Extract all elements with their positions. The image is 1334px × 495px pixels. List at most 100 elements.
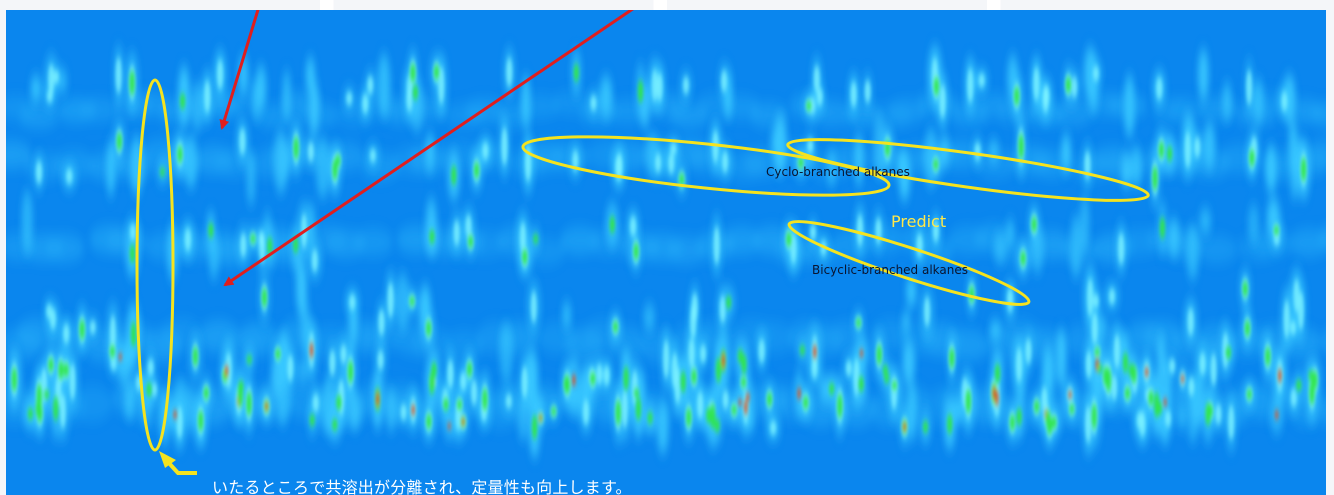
- chromatogram-peak: [995, 390, 999, 406]
- chromatogram-peak: [1253, 78, 1264, 124]
- chromatogram-peak: [410, 63, 416, 83]
- chromatogram-peak: [11, 367, 17, 392]
- chromatogram-peak: [239, 128, 246, 155]
- chromatogram-peak: [1083, 46, 1097, 102]
- chromatogram-peak: [377, 53, 391, 118]
- chromatogram-peak: [770, 421, 777, 435]
- chromatogram-peak: [845, 360, 852, 376]
- chromatogram-peak: [426, 320, 432, 337]
- chromatogram-peak: [124, 382, 135, 420]
- chromatogram-peak: [1265, 144, 1277, 193]
- chromatogram-peak: [35, 400, 41, 417]
- chromatogram-peak: [882, 364, 888, 376]
- haze-band: [1309, 102, 1326, 127]
- chromatogram-peak: [447, 423, 452, 430]
- chromatogram-peak: [1061, 133, 1071, 173]
- chromatogram-peak: [177, 145, 183, 163]
- chromatogram-peak: [1296, 379, 1302, 392]
- chromatogram-peak: [336, 395, 342, 411]
- chromatogram-peak: [906, 276, 917, 307]
- chromatogram-peak: [551, 407, 557, 416]
- haze-band: [1317, 226, 1326, 250]
- chromatogram-peak: [1139, 411, 1146, 437]
- chromatogram-peak: [1085, 405, 1092, 443]
- chromatogram-peak: [603, 366, 610, 386]
- chromatogram-peak: [375, 391, 380, 407]
- chromatogram-peak: [1186, 224, 1199, 280]
- chromatogram-peak: [807, 138, 814, 153]
- chromatogram-peak: [939, 84, 946, 118]
- chromatogram-peak: [433, 64, 440, 80]
- chromatogram-peak: [1244, 320, 1250, 337]
- haze-band: [16, 318, 57, 351]
- chromatogram-peak: [208, 231, 220, 280]
- chromatogram-peak: [1297, 291, 1304, 330]
- chromatogram-peak: [1288, 120, 1298, 174]
- chromatogram-peak: [316, 138, 330, 199]
- chromatogram-peak: [758, 339, 765, 363]
- chromatogram-peak: [744, 400, 748, 415]
- chromatogram-peak: [1249, 149, 1255, 167]
- chromatogram-peak: [58, 360, 64, 380]
- chromatogram-peak: [1042, 86, 1049, 113]
- chromatogram-peak: [1051, 416, 1057, 429]
- chromatogram-peak: [731, 404, 737, 416]
- haze-band: [465, 229, 506, 258]
- chromatogram-peak: [1156, 77, 1163, 100]
- chromatogram-peak: [298, 357, 308, 385]
- chromatogram-peak: [1094, 347, 1100, 357]
- chromatogram-peak: [697, 391, 704, 419]
- chromatogram-peak: [311, 249, 318, 272]
- chromatogram-peak: [1130, 146, 1143, 187]
- haze-band: [6, 141, 32, 169]
- chromatogram-peak: [721, 353, 726, 369]
- haze-band: [79, 97, 120, 122]
- chromatogram-peak: [280, 140, 290, 182]
- chromatogram-peak: [130, 223, 136, 241]
- chromatogram-peak: [296, 260, 307, 318]
- chromatogram-peak: [583, 399, 589, 425]
- chromatogram-peak: [891, 381, 898, 390]
- chromatogram-peak: [1301, 157, 1307, 182]
- chromatogram-peak: [1273, 232, 1280, 246]
- chromatogram-peak: [63, 324, 70, 344]
- chromatogram-peak: [651, 69, 658, 102]
- chromatogram-peak: [989, 320, 1002, 342]
- chromatogram-peak: [829, 383, 835, 395]
- chromatogram-peak: [482, 388, 488, 411]
- chromatogram-peak: [799, 345, 806, 356]
- chromatogram-peak: [27, 407, 33, 420]
- chromatogram-peak: [635, 397, 642, 421]
- chromatogram-peak: [426, 414, 432, 429]
- chromatogram-peak: [1309, 380, 1315, 405]
- chromatogram-peak: [1148, 390, 1154, 406]
- chromatogram-peak: [722, 151, 729, 173]
- haze-band: [1024, 329, 1065, 361]
- chromatogram-peak: [1283, 300, 1290, 338]
- chromatogram-peak: [1210, 353, 1217, 386]
- chromatogram-peak: [526, 358, 538, 410]
- chromatogram-peak: [859, 349, 864, 358]
- chromatogram-peak: [267, 237, 273, 256]
- chromatogram-peak: [655, 153, 662, 173]
- chromatogram-peak: [951, 398, 964, 423]
- chromatogram-peak: [69, 363, 76, 400]
- chromatogram-peak: [1016, 408, 1022, 426]
- chromatogram-peak: [668, 153, 675, 174]
- chromatogram-peak: [79, 319, 85, 340]
- red-arrow-icon: [223, 10, 634, 287]
- chromatogram-peak: [1159, 217, 1165, 239]
- chromatogram-peak: [721, 70, 728, 92]
- chromatogram-peak: [46, 90, 53, 103]
- chromatogram-peak: [1091, 403, 1097, 430]
- chromatogram-peak: [30, 75, 42, 103]
- chromatogram-peak: [1248, 204, 1259, 243]
- chromatogram-peak: [857, 214, 863, 246]
- chromatogram-peak: [873, 116, 887, 178]
- chromatogram-peak: [447, 360, 454, 389]
- chromatogram-peak: [797, 387, 801, 400]
- haze-band: [1166, 97, 1207, 122]
- chromatogram-peak: [309, 79, 320, 136]
- chromatogram-peak: [429, 371, 435, 395]
- chromatogram-peak: [362, 94, 369, 114]
